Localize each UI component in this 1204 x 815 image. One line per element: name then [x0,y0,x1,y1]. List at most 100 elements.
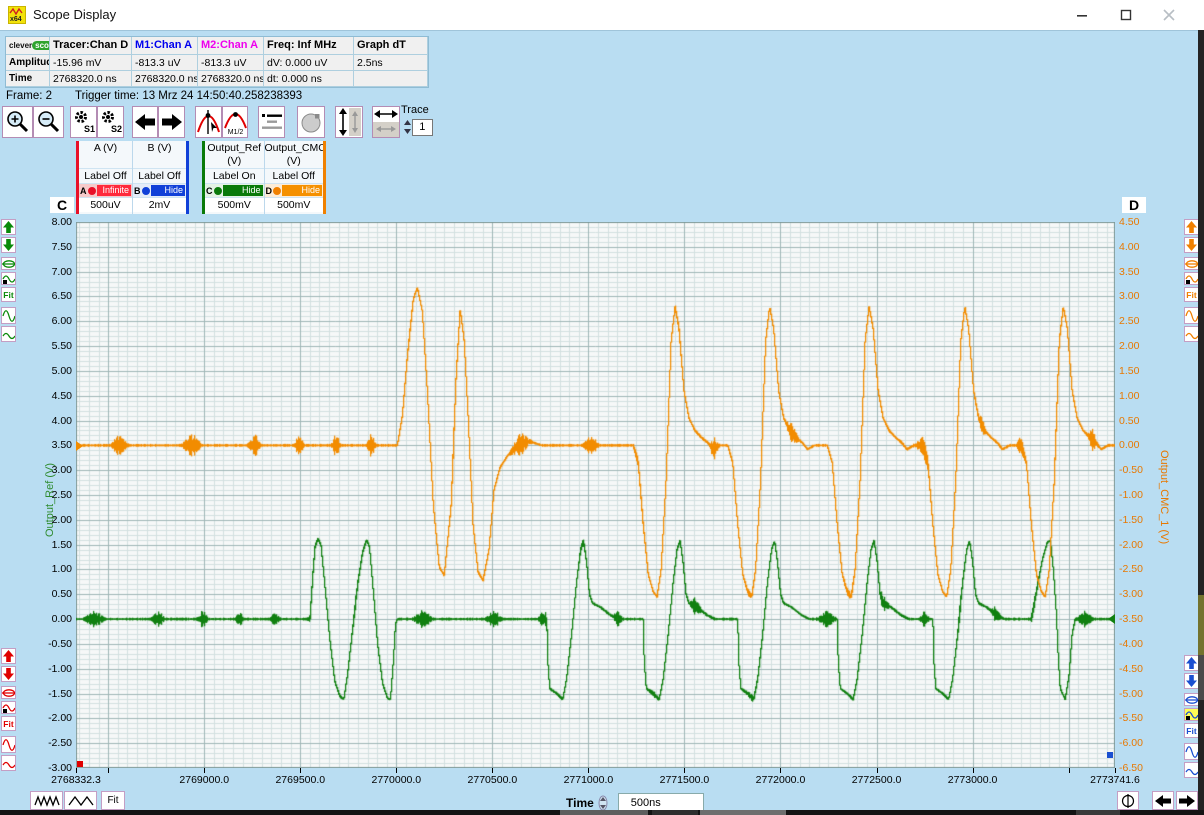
left-axis-tick-label: 5.00 [51,364,72,377]
settings-s1-button[interactable]: S1 [70,106,97,138]
knob-button[interactable] [297,106,325,138]
table-header-col4: Freq: Inf MHz [264,37,354,55]
pan-right-button[interactable] [158,106,185,138]
fit-right-bottom-button[interactable]: Fit [1184,723,1199,738]
maximize-button[interactable] [1110,0,1142,29]
channel-label-toggle[interactable]: Label Off [264,169,323,184]
trigger-marker-left[interactable] [77,761,83,767]
pan-left-button[interactable] [132,106,158,138]
trace-count-value[interactable]: 1 [411,119,433,136]
sinebig-left-bottom-button[interactable] [1,736,16,753]
x-axis-tick [876,768,878,773]
autoscale-left-bottom-button[interactable] [1,701,16,714]
x-axis-tick [684,768,686,773]
spinner-arrows-icon[interactable] [403,119,412,135]
channel-label-toggle[interactable]: Label Off [133,169,186,184]
sinebig-left-top-button[interactable] [1,307,16,324]
channel-range-value[interactable]: 2mV [133,198,186,212]
sinesmall-right-bottom-button[interactable] [1184,762,1199,778]
up-right-top-button[interactable] [1184,219,1199,235]
horizontal-expand-button[interactable] [372,106,400,138]
x-axis-tick-label: 2768332.3 [51,774,101,786]
channel-label-toggle[interactable]: Label On [205,169,264,184]
x-axis-tick-label: 2771500.0 [659,774,710,786]
channel-visibility-row[interactable]: A Infinite [79,184,132,198]
row-label-time: Time [6,71,50,87]
channel-range-value[interactable]: 500uV [79,198,132,212]
ground-left-top-button[interactable] [1,257,16,270]
channel-c-ground-marker[interactable] [1108,614,1115,624]
marker-m12-button[interactable]: M1/2 [222,106,248,138]
right-axis-tick-label: 1.00 [1119,389,1140,402]
ground-right-bottom-button[interactable] [1184,693,1199,706]
channel-visibility-row[interactable]: D Hide [264,184,323,198]
channel-hide-badge[interactable]: Infinite [96,185,131,196]
down-right-bottom-button[interactable] [1184,673,1199,689]
scroll-left-button[interactable] [1152,791,1174,810]
sinebig-right-bottom-button[interactable] [1184,743,1199,760]
channel-label-toggle[interactable]: Label Off [79,169,132,184]
zoom-out-button[interactable] [33,106,64,138]
left-axis-tick-label: -2.50 [48,737,72,750]
left-axis-tick-label: 8.00 [51,216,72,228]
measurement-table: cleverscopeTracer:Chan DM1:Chan AM2:Chan… [5,36,429,88]
channel-name: Output_Ref (V) [205,141,264,169]
x-axis-tick [1068,768,1070,773]
channel-range-value[interactable]: 500mV [264,198,323,212]
cleverscope-logo: cleverscope [6,37,50,55]
channel-letter: A [80,185,87,196]
settings-s2-button[interactable]: S2 [97,106,124,138]
time-fit-button[interactable]: Fit [101,791,125,810]
tracer-cursor-button[interactable] [195,106,222,138]
time-per-div-input[interactable] [617,793,704,812]
down-right-top-button[interactable] [1184,237,1199,253]
up-left-bottom-button[interactable] [1,648,16,664]
trace-count-spinner[interactable]: 1 [403,119,433,136]
channel-panel-c: Output_Ref (V) Label On C Hide 500mV [205,141,264,214]
x-axis-tick [204,768,206,773]
table-header-col5: Graph dT [354,37,428,55]
autoscale-right-top-button[interactable] [1184,272,1199,285]
waveform-canvas[interactable] [76,222,1115,768]
up-right-bottom-button[interactable] [1184,655,1199,671]
phase-button[interactable] [1117,791,1139,810]
left-axis-tick-label: 7.50 [51,240,72,253]
right-axis-tick-label: -6.00 [1119,737,1143,750]
channel-visibility-row[interactable]: C Hide [205,184,264,198]
amplitude-value-col3: -813.3 uV [198,55,264,71]
sinesmall-left-top-button[interactable] [1,326,16,342]
down-left-top-button[interactable] [1,237,16,253]
fit-left-top-button[interactable]: Fit [1,287,16,302]
down-left-bottom-button[interactable] [1,666,16,682]
minimize-button[interactable] [1066,0,1098,29]
autoscale-left-top-button[interactable] [1,272,16,285]
waveform-plot-area[interactable] [76,222,1115,768]
left-axis-tick-label: 6.50 [51,290,72,303]
time-compress-button[interactable] [30,791,63,810]
time-expand-button[interactable] [64,791,97,810]
time-spinner-icon[interactable] [598,795,608,811]
sinesmall-right-top-button[interactable] [1184,326,1199,342]
channel-visibility-row[interactable]: B Hide [133,184,186,198]
channel-hide-badge[interactable]: Hide [282,185,322,196]
up-left-top-button[interactable] [1,219,16,235]
ground-right-top-button[interactable] [1184,257,1199,270]
trace-levels-button[interactable] [258,106,285,138]
fit-left-bottom-button[interactable]: Fit [1,716,16,731]
row-label-amplitude: Amplitude [6,55,50,71]
fit-right-top-button[interactable]: Fit [1184,287,1199,302]
autoscale-right-bottom-button[interactable] [1184,708,1199,721]
ground-left-bottom-button[interactable] [1,686,16,699]
right-axis-tick-label: 3.50 [1119,265,1140,278]
channel-hide-badge[interactable]: Hide [222,185,263,196]
vertical-expand-button[interactable] [335,106,363,138]
channel-d-ground-marker[interactable] [76,441,83,451]
close-button[interactable] [1153,0,1185,29]
sinebig-right-top-button[interactable] [1184,307,1199,324]
scroll-right-button[interactable] [1176,791,1198,810]
sinesmall-left-bottom-button[interactable] [1,755,16,771]
zoom-in-button[interactable] [2,106,33,138]
trigger-marker-right[interactable] [1107,752,1113,758]
channel-hide-badge[interactable]: Hide [150,185,185,196]
channel-range-value[interactable]: 500mV [205,198,264,212]
